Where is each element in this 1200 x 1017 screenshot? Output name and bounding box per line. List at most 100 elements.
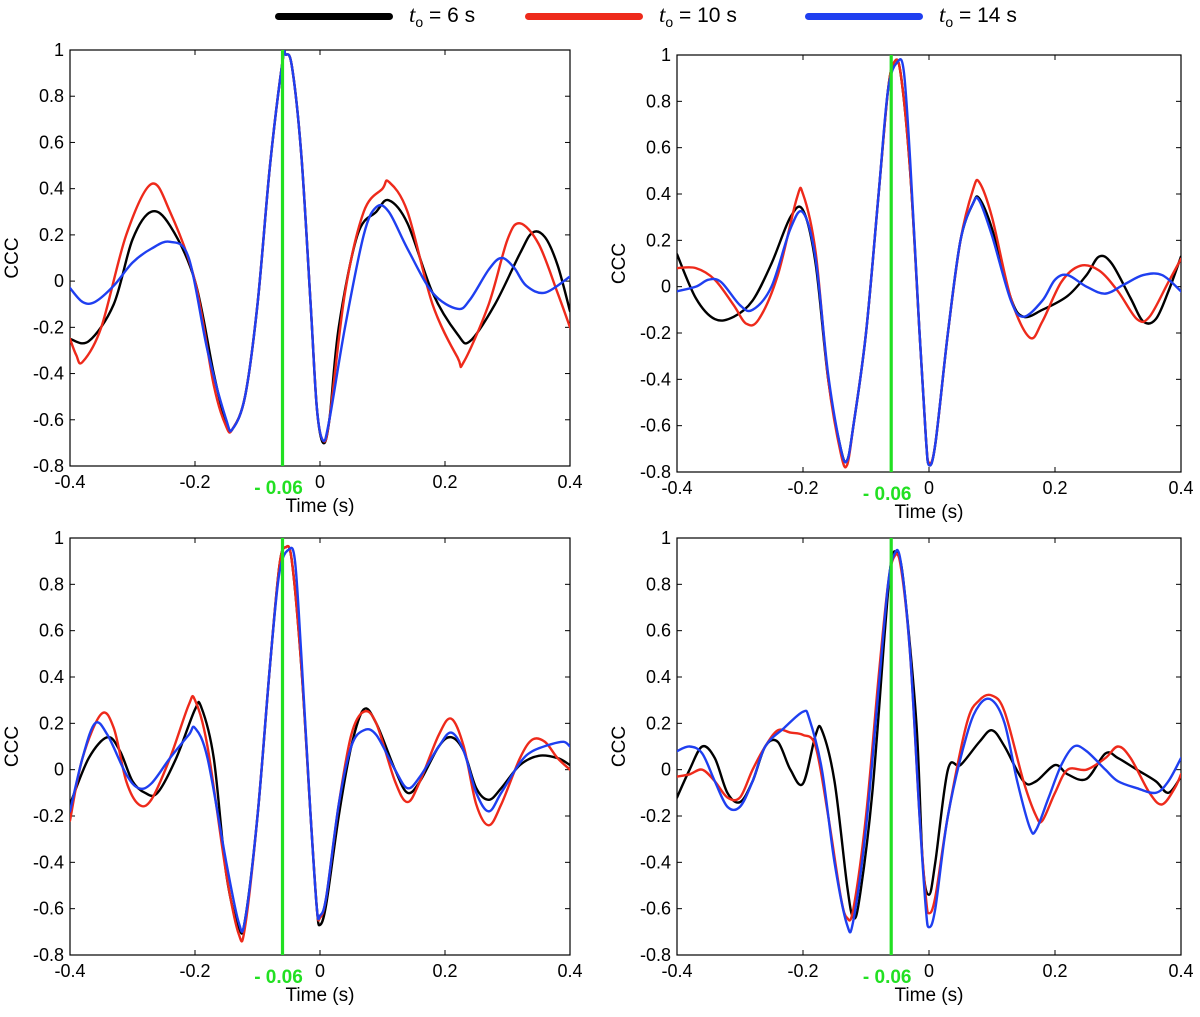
x-tick-label: -0.4 [661,478,692,498]
y-tick-label: -0.4 [640,852,671,872]
x-tick-label: 0.4 [1168,961,1193,981]
y-tick-label: -0.2 [640,323,671,343]
x-tick-label: 0.2 [1042,961,1067,981]
x-tick-label: -0.2 [787,961,818,981]
x-axis-label: Time (s) [895,502,964,523]
y-tick-label: 0 [54,271,64,291]
series-line [677,58,1181,469]
legend: to = 6 s to = 10 s to = 14 s [0,0,1200,34]
marker-label: - 0.06 [863,967,912,988]
x-axis-label: Time (s) [286,496,355,517]
y-tick-label: 0.8 [646,91,671,111]
legend-item: to = 6 s [275,2,475,30]
y-tick-label: 0.4 [646,184,671,204]
series-line [70,546,570,933]
y-tick-label: 0 [661,760,671,780]
x-tick-label: 0.2 [1042,478,1067,498]
series-group [677,58,1181,469]
plot-frame [69,537,571,956]
y-tick-label: -0.8 [33,945,64,965]
x-tick-label: 0 [315,472,325,492]
y-tick-label: 0.6 [646,138,671,158]
x-tick-label: 0 [924,478,934,498]
y-tick-label: -0.6 [33,899,64,919]
y-axis-label: CCC [609,243,630,284]
x-tick-label: 0.4 [1168,478,1193,498]
x-axis-label: Time (s) [895,985,964,1006]
series-line [677,58,1181,467]
y-tick-label: 0.2 [646,713,671,733]
series-group [70,50,570,445]
chart-panel-top-left: -0.4 -0.2 0 0.2 0.4 -0.8 -0.6 -0.4 -0.2 0 0.2 0.4 0.… [2,40,583,517]
legend-label: to = 10 s [659,1,737,31]
x-tick-label: 0.2 [432,472,457,492]
y-tick-label: -0.4 [33,364,64,384]
y-tick-label: 0.8 [646,574,671,594]
legend-item: to = 10 s [525,2,737,30]
series-group [70,544,570,943]
chart-panel-top-right: -0.4 -0.2 0 0.2 0.4 -0.8 -0.6 -0.4 -0.2 0 0.2 0.4 0.… [609,45,1194,523]
x-tick-label: -0.2 [179,961,210,981]
series-line [70,50,570,443]
y-tick-label: 0.6 [39,621,64,641]
y-tick-label: -0.2 [33,317,64,337]
x-tick-label: 0.4 [557,472,582,492]
y-tick-label: 0.2 [39,225,64,245]
x-tick-label: -0.2 [179,472,210,492]
chart-panel-bottom-left: -0.4 -0.2 0 0.2 0.4 -0.8 -0.6 -0.4 -0.2 0 0.2 0.4 0.… [2,528,583,1006]
y-tick-label: 0.2 [39,713,64,733]
y-tick-label: 0.6 [646,621,671,641]
x-tick-label: 0.2 [432,961,457,981]
series-line [70,50,570,445]
y-tick-label: 1 [54,40,64,60]
series-line [70,50,570,443]
y-tick-label: -0.8 [640,945,671,965]
y-axis-label: CCC [2,726,23,767]
y-tick-label: 1 [661,45,671,65]
series-line [70,544,570,943]
y-axis-label: CCC [2,237,23,278]
marker-label: - 0.06 [254,478,303,499]
x-tick-label: 0 [924,961,934,981]
marker-label: - 0.06 [254,967,303,988]
y-axis-label: CCC [609,726,630,767]
chart-panel-bottom-right: -0.4 -0.2 0 0.2 0.4 -0.8 -0.6 -0.4 -0.2 0 0.2 0.4 0.… [609,528,1194,1006]
y-tick-label: 1 [661,528,671,548]
series-line [677,552,1181,922]
y-tick-label: 0.4 [646,667,671,687]
y-tick-label: -0.8 [33,456,64,476]
y-tick-label: 0.8 [39,574,64,594]
series-line [677,58,1181,467]
y-tick-label: -0.4 [33,852,64,872]
y-tick-label: 0.6 [39,132,64,152]
y-tick-label: -0.6 [640,899,671,919]
series-line [677,548,1181,934]
series-line [70,544,570,935]
series-group [677,548,1181,934]
y-tick-label: 0 [54,760,64,780]
legend-label: to = 6 s [409,1,476,31]
y-tick-label: 0.4 [39,179,64,199]
y-tick-label: -0.6 [640,416,671,436]
x-tick-label: -0.2 [787,478,818,498]
y-tick-label: -0.2 [640,806,671,826]
y-tick-label: -0.2 [33,806,64,826]
legend-line-swatch [275,12,393,20]
x-tick-label: 0 [315,961,325,981]
y-tick-label: 0 [661,277,671,297]
y-tick-label: -0.6 [33,410,64,430]
x-tick-label: -0.4 [54,961,85,981]
marker-label: - 0.06 [863,484,912,505]
legend-line-swatch [525,12,643,20]
y-tick-label: 0.2 [646,230,671,250]
plot-frame [676,537,1182,956]
y-tick-label: 1 [54,528,64,548]
x-tick-label: 0.4 [557,961,582,981]
series-line [677,550,1181,920]
legend-line-swatch [805,12,923,20]
y-tick-label: -0.4 [640,369,671,389]
plot-frame [676,54,1182,473]
y-tick-label: 0.4 [39,667,64,687]
legend-label: to = 14 s [939,1,1017,31]
